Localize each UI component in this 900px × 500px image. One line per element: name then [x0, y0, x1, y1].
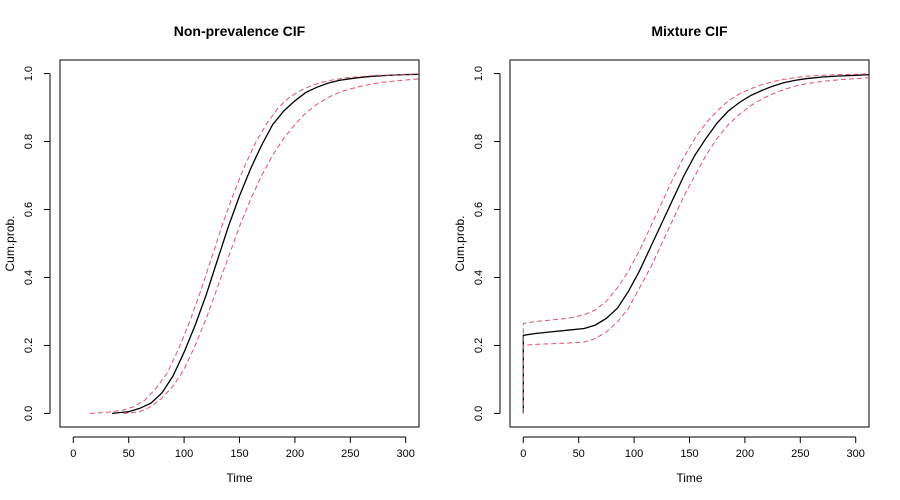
y-tick-label: 0.0 — [23, 406, 35, 421]
chart-title: Non-prevalence CIF — [174, 23, 306, 39]
y-tick-label: 1.0 — [473, 66, 485, 81]
chart-panel-non-prevalence: Non-prevalence CIF Time Cum.prob. 0 50 100… — [3, 23, 420, 485]
x-tick-label: 300 — [397, 448, 415, 460]
x-axis-label: Time — [226, 471, 253, 485]
chart-title: Mixture CIF — [651, 23, 728, 39]
series-line-estimate — [522, 73, 870, 414]
x-tick-label: 0 — [70, 448, 76, 460]
chart-panel-mixture: Mixture CIF Time Cum.prob. 0 50 100 150 200 2… — [453, 23, 870, 485]
x-tick-label: 250 — [791, 448, 809, 460]
series-line-lower-ci — [522, 77, 870, 414]
y-tick-label: 0.6 — [23, 202, 35, 217]
y-tick-label: 0.8 — [23, 134, 35, 149]
plot-frame — [509, 59, 870, 428]
y-axis-label: Cum.prob. — [3, 215, 17, 271]
y-tick-label: 0.2 — [473, 338, 485, 353]
x-tick-label: 50 — [573, 448, 585, 460]
x-tick-label: 200 — [286, 448, 304, 460]
y-tick-label: 0.8 — [473, 134, 485, 149]
x-tick-label: 150 — [230, 448, 248, 460]
series-line-upper-ci — [89, 73, 420, 414]
series-line-estimate — [112, 73, 420, 415]
y-tick-label: 1.0 — [23, 66, 35, 81]
x-tick-label: 0 — [520, 448, 526, 460]
series-line-lower-ci — [123, 78, 420, 414]
y-axis: 0.0 0.2 0.4 0.6 0.8 1.0 — [473, 66, 501, 421]
x-tick-label: 250 — [341, 448, 359, 460]
x-axis: 0 50 100 150 200 250 300 — [520, 436, 865, 460]
y-tick-label: 0.4 — [23, 270, 35, 285]
series-line-upper-ci — [522, 73, 870, 414]
y-tick-label: 0.2 — [23, 338, 35, 353]
y-axis: 0.0 0.2 0.4 0.6 0.8 1.0 — [23, 66, 51, 421]
series-layer — [89, 73, 420, 415]
x-tick-label: 100 — [625, 448, 643, 460]
x-axis-label: Time — [676, 471, 703, 485]
x-tick-label: 300 — [847, 448, 865, 460]
plot-frame — [59, 59, 420, 428]
y-tick-label: 0.6 — [473, 202, 485, 217]
series-layer — [522, 73, 870, 414]
y-axis-label: Cum.prob. — [453, 215, 467, 271]
x-axis: 0 50 100 150 200 250 300 — [70, 436, 415, 460]
x-tick-label: 150 — [680, 448, 698, 460]
y-tick-label: 0.0 — [473, 406, 485, 421]
x-tick-label: 50 — [123, 448, 135, 460]
x-tick-label: 100 — [175, 448, 193, 460]
y-tick-label: 0.4 — [473, 270, 485, 285]
x-tick-label: 200 — [736, 448, 754, 460]
